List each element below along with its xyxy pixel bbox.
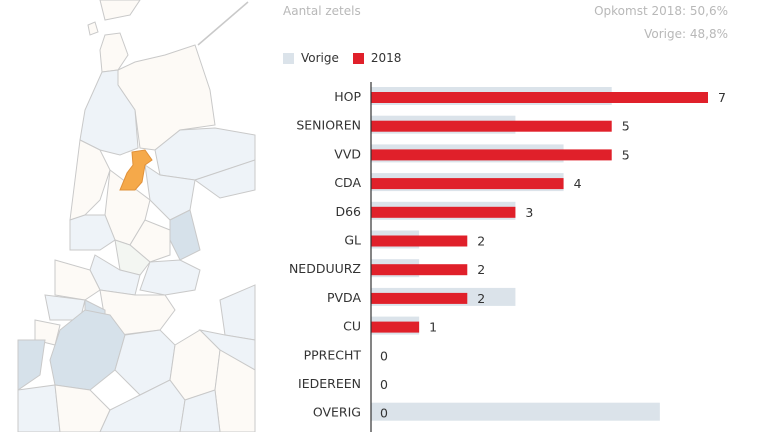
map-region — [17, 339, 46, 391]
bar-vorige-overig — [371, 402, 660, 421]
category-label: IEDEREEN — [298, 376, 361, 391]
bar-2018-hop — [371, 92, 708, 103]
bar-2018-senioren — [371, 120, 612, 132]
bar-2018-vvd — [371, 149, 612, 161]
bar-2018-pvda — [371, 292, 468, 304]
map-region — [169, 209, 201, 261]
bar-2018-d66 — [371, 206, 516, 218]
map-region — [54, 384, 111, 432]
category-label: NEDDUURZ — [289, 261, 361, 276]
map-region — [99, 0, 141, 21]
bar-2018-nedduurz — [371, 264, 468, 276]
data-label: 7 — [718, 90, 726, 105]
bar-2018-cda — [371, 178, 564, 190]
bar-2018-cu — [371, 321, 420, 333]
turnout-2018: Opkomst 2018: 50,6% — [594, 4, 728, 18]
map-region — [34, 319, 61, 346]
chart-subtitle: Aantal zetels — [283, 4, 361, 18]
map-region — [49, 309, 126, 391]
map-region — [79, 69, 139, 156]
data-label: 0 — [380, 377, 388, 392]
seats-bar-chart: HOP 7 SENIOREN 5 VVD 5 CDA 4 D66 3 GL 2 NEDDUURZ 2 PVD… — [289, 82, 726, 432]
map-region — [54, 259, 101, 301]
data-label: 0 — [380, 406, 388, 421]
bar-2018-gl — [371, 235, 468, 247]
category-label: HOP — [334, 89, 361, 104]
legend-swatch-vorige — [283, 52, 294, 64]
chart-legend: Vorige 2018 — [283, 51, 401, 65]
category-label: OVERIG — [313, 405, 361, 420]
map-region — [87, 21, 99, 36]
data-label: 3 — [525, 205, 533, 220]
data-label: 1 — [429, 320, 437, 335]
category-label: PPRECHT — [304, 347, 362, 362]
category-label: CDA — [334, 175, 361, 190]
data-label: 2 — [477, 234, 485, 249]
legend-swatch-2018 — [352, 52, 364, 64]
category-label: GL — [344, 233, 361, 248]
data-label: 4 — [574, 176, 582, 191]
legend-label-vorige: Vorige — [301, 51, 339, 65]
municipality-map[interactable] — [0, 0, 260, 432]
map-region — [139, 259, 201, 296]
map-region — [179, 389, 221, 432]
data-label: 5 — [622, 119, 630, 134]
turnout-previous: Vorige: 48,8% — [644, 27, 728, 41]
data-label: 5 — [622, 147, 630, 162]
map-region — [198, 329, 256, 371]
highlighted-municipality — [119, 149, 153, 191]
category-label: CU — [343, 319, 361, 334]
category-label: PVDA — [327, 290, 361, 305]
category-label: D66 — [335, 204, 361, 219]
map-region — [69, 139, 111, 221]
map-region — [99, 32, 129, 73]
map-region — [114, 239, 151, 276]
map-region — [219, 284, 256, 341]
data-label: 0 — [380, 348, 388, 363]
category-label: VVD — [334, 146, 361, 161]
map-region — [193, 159, 256, 199]
map-region — [17, 384, 61, 432]
data-label: 2 — [477, 262, 485, 277]
legend-label-2018: 2018 — [370, 51, 402, 65]
category-label: SENIOREN — [296, 118, 361, 133]
data-label: 2 — [477, 291, 485, 306]
